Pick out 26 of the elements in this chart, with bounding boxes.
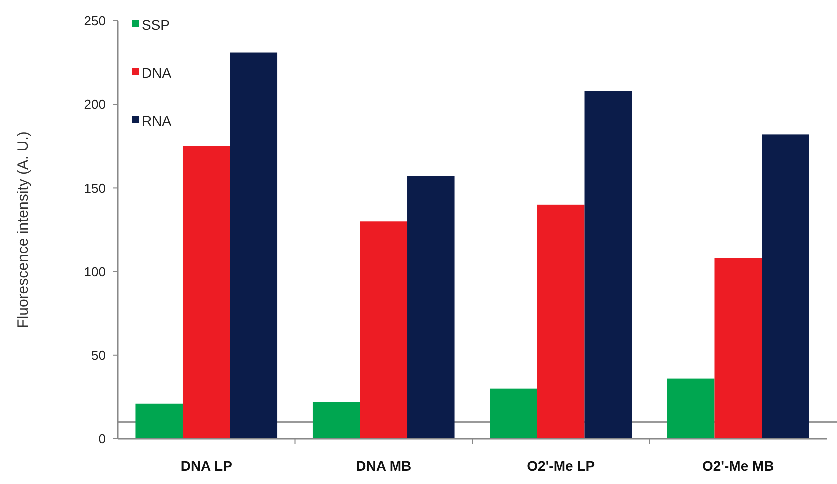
bar — [762, 134, 810, 439]
x-tick-label: O2'-Me MB — [702, 458, 774, 474]
bar — [360, 222, 408, 439]
y-tick-label: 200 — [84, 97, 106, 112]
bar — [714, 258, 762, 439]
legend-label: DNA — [142, 64, 172, 81]
legend-label: SSP — [142, 16, 170, 33]
x-tick-label: DNA LP — [180, 458, 232, 474]
y-tick-label: 0 — [98, 432, 106, 447]
bar — [667, 378, 715, 439]
bar — [312, 402, 360, 439]
legend-label: RNA — [142, 112, 172, 129]
y-tick-label: 100 — [84, 264, 106, 280]
y-tick-label: 250 — [84, 14, 106, 29]
bar — [136, 404, 183, 439]
bar — [182, 146, 230, 439]
bar — [537, 204, 585, 439]
x-tick-label: DNA MB — [356, 458, 412, 474]
y-axis-title: Fluorescence intensity (A. U.) — [15, 132, 32, 328]
x-tick-label: O2'-Me LP — [527, 458, 596, 474]
bar — [584, 91, 632, 439]
bar — [408, 176, 455, 439]
bar — [490, 388, 538, 439]
bar — [230, 52, 278, 439]
y-tick-label: 50 — [92, 348, 106, 363]
y-tick-label: 150 — [84, 180, 106, 196]
